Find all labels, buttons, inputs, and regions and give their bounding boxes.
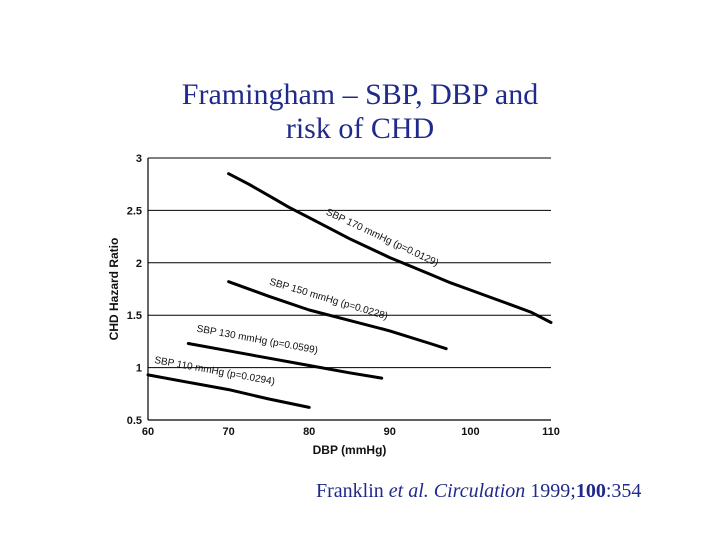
series-line-2 [186,342,384,380]
series-label-2: SBP 130 mmHg (p=0.0599) [196,324,319,357]
y-tick-label-4: 2.5 [127,205,142,217]
x-tick-label-3: 90 [384,426,396,438]
y-tick-label-0: 0.5 [127,415,142,427]
citation-year: 1999; [525,480,576,502]
x-tick-label-4: 100 [461,426,479,438]
y-axis-title: CHD Hazard Ratio [107,238,121,341]
series-label-0: SBP 170 mmHg (p=0.0129) [324,207,440,269]
series-line-0 [227,172,553,324]
title-line-2: risk of CHD [285,112,435,145]
series-line-3 [146,373,311,409]
x-tick-label-1: 70 [222,426,234,438]
y-tick-label-3: 2 [136,258,142,270]
citation-volume: 100 [575,480,606,502]
citation-etal: et al. [383,480,429,502]
y-tick-label-2: 1.5 [127,310,142,322]
citation-pages: :354 [605,480,642,502]
x-tick-label-0: 60 [142,426,154,438]
citation: Franklin et al. Circulation 1999;100:354 [316,480,641,503]
x-tick-label-5: 110 [542,426,560,438]
title-line-1: Framingham – SBP, DBP and [181,78,539,111]
y-tick-label-5: 3 [136,153,142,165]
y-tick-label-1: 1 [136,363,142,375]
citation-author: Franklin [316,480,384,502]
slide-title: Framingham – SBP, DBP and risk of CHD [0,78,720,146]
x-axis-title: DBP (mmHg) [313,443,387,457]
series-label-3: SBP 110 mmHg (p=0.0294) [153,355,275,388]
x-tick-label-2: 80 [303,426,315,438]
citation-journal: Circulation [433,480,526,502]
series-line-1 [227,280,448,351]
